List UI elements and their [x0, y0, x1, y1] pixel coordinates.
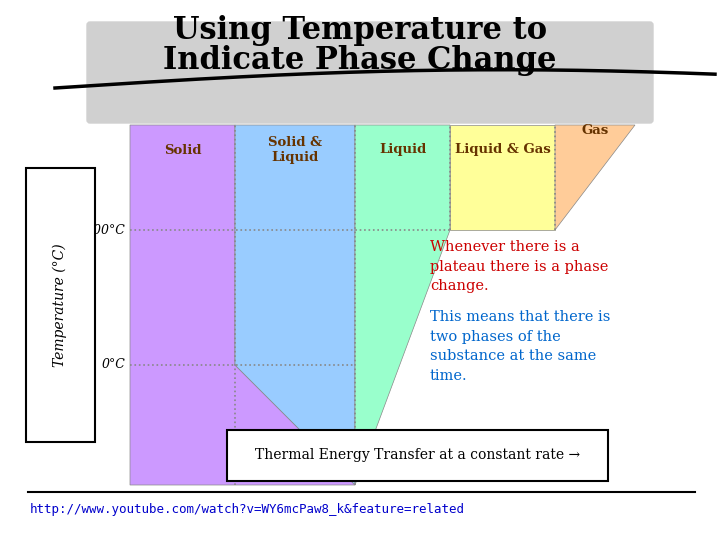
- Text: 100°C: 100°C: [85, 224, 125, 237]
- Text: Whenever there is a
plateau there is a phase
change.: Whenever there is a plateau there is a p…: [430, 240, 608, 293]
- Text: 0°C: 0°C: [101, 359, 125, 372]
- Text: Using Temperature to: Using Temperature to: [173, 15, 547, 45]
- Text: Solid &
Liquid: Solid & Liquid: [268, 136, 322, 164]
- Polygon shape: [450, 125, 555, 230]
- Text: Liquid: Liquid: [379, 144, 426, 157]
- Text: Temperature (°C): Temperature (°C): [53, 243, 67, 367]
- FancyBboxPatch shape: [26, 168, 95, 442]
- Text: http://www.youtube.com/watch?v=WY6mcPaw8_k&feature=related: http://www.youtube.com/watch?v=WY6mcPaw8…: [30, 503, 465, 516]
- Text: Thermal Energy Transfer at a constant rate →: Thermal Energy Transfer at a constant ra…: [256, 448, 580, 462]
- FancyBboxPatch shape: [87, 22, 653, 123]
- FancyBboxPatch shape: [227, 430, 608, 481]
- Polygon shape: [130, 125, 355, 485]
- Text: Indicate Phase Change: Indicate Phase Change: [163, 44, 557, 76]
- Polygon shape: [235, 125, 355, 485]
- Polygon shape: [355, 125, 450, 485]
- Polygon shape: [555, 125, 635, 230]
- Text: Gas: Gas: [581, 124, 608, 137]
- Text: Solid: Solid: [163, 144, 202, 157]
- Text: This means that there is
two phases of the
substance at the same
time.: This means that there is two phases of t…: [430, 310, 611, 382]
- Text: Liquid & Gas: Liquid & Gas: [454, 144, 550, 157]
